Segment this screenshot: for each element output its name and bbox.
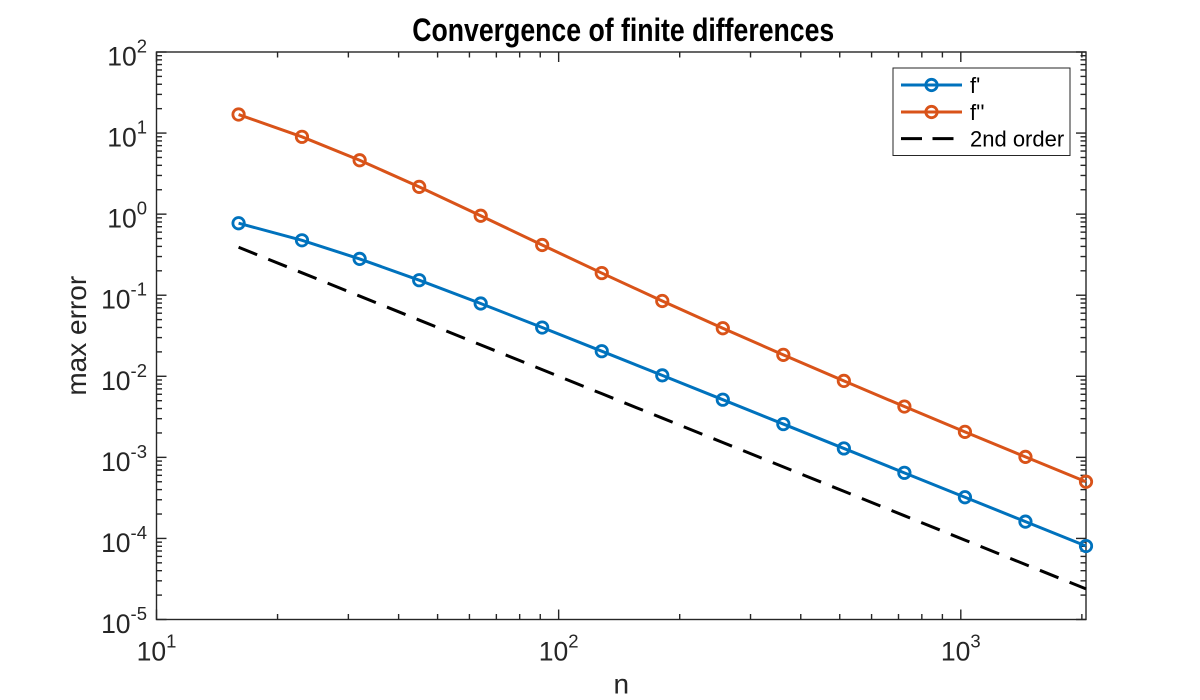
series-marker-1 [776, 416, 791, 432]
series-line-3 [238, 245, 1087, 591]
series-marker-2 [776, 347, 791, 362]
series-marker-2 [715, 321, 730, 336]
y-tick-label: 10-3 [101, 441, 147, 477]
series-marker-1 [1078, 538, 1094, 554]
x-tick-label: 102 [539, 631, 579, 667]
series-marker-1 [352, 251, 367, 267]
legend-items: f' f'' 2nd order [901, 73, 1064, 152]
y-tick-label: 10-2 [101, 360, 147, 396]
legend-marker-1 [924, 77, 939, 93]
legend-label-2: f'' [970, 100, 985, 125]
x-tick-label: 101 [137, 631, 177, 667]
series-marker-2 [1018, 449, 1033, 464]
y-tick-label: 10-4 [101, 522, 147, 558]
series-marker-1 [294, 233, 310, 248]
series-marker-1 [836, 441, 851, 456]
legend-label-1: f' [970, 73, 980, 98]
series-marker-2 [294, 129, 310, 144]
series-marker-1 [897, 465, 912, 480]
series-marker-2 [535, 237, 550, 253]
series-marker-1 [957, 490, 973, 505]
series-marker-1 [715, 392, 730, 407]
series-marker-1 [231, 216, 246, 231]
y-tick-label: 102 [107, 36, 147, 72]
series-marker-1 [535, 320, 550, 335]
axis-ticks [155, 51, 1086, 621]
series-marker-2 [1078, 474, 1094, 489]
series-line-1 [238, 221, 1087, 548]
series-marker-2 [836, 373, 851, 389]
y-axis-label: max error [61, 276, 92, 396]
x-axis-label: n [613, 669, 629, 700]
legend-marker-2 [924, 104, 939, 120]
legend: f' f'' 2nd order [892, 67, 1071, 156]
series-marker-2 [231, 107, 246, 122]
series-marker-2 [412, 179, 427, 194]
chart-title: Convergence of finite differences [412, 12, 834, 48]
series-marker-1 [1018, 514, 1033, 529]
series-marker-2 [655, 293, 670, 309]
y-tick-label: 10-5 [101, 603, 147, 639]
series-marker-2 [594, 265, 609, 281]
legend-label-3: 2nd order [970, 127, 1064, 152]
series-line-2 [238, 113, 1087, 484]
series-marker-1 [412, 273, 427, 288]
series-marker-1 [655, 368, 670, 383]
series-marker-1 [473, 296, 488, 311]
axes-box [155, 51, 1087, 621]
y-tick-label: 10-1 [101, 279, 147, 315]
data-series [231, 107, 1094, 591]
series-marker-2 [957, 424, 973, 439]
y-tick-label: 100 [107, 198, 147, 234]
series-marker-2 [897, 399, 912, 414]
axis-tick-labels: 101 102 103 102 101 100 10-1 10-2 10-3 10-4 10-5 [101, 36, 981, 667]
x-tick-label: 103 [941, 631, 981, 667]
series-marker-1 [594, 344, 609, 359]
series-marker-2 [473, 208, 488, 223]
y-tick-label: 101 [107, 117, 147, 153]
series-marker-2 [352, 153, 367, 168]
